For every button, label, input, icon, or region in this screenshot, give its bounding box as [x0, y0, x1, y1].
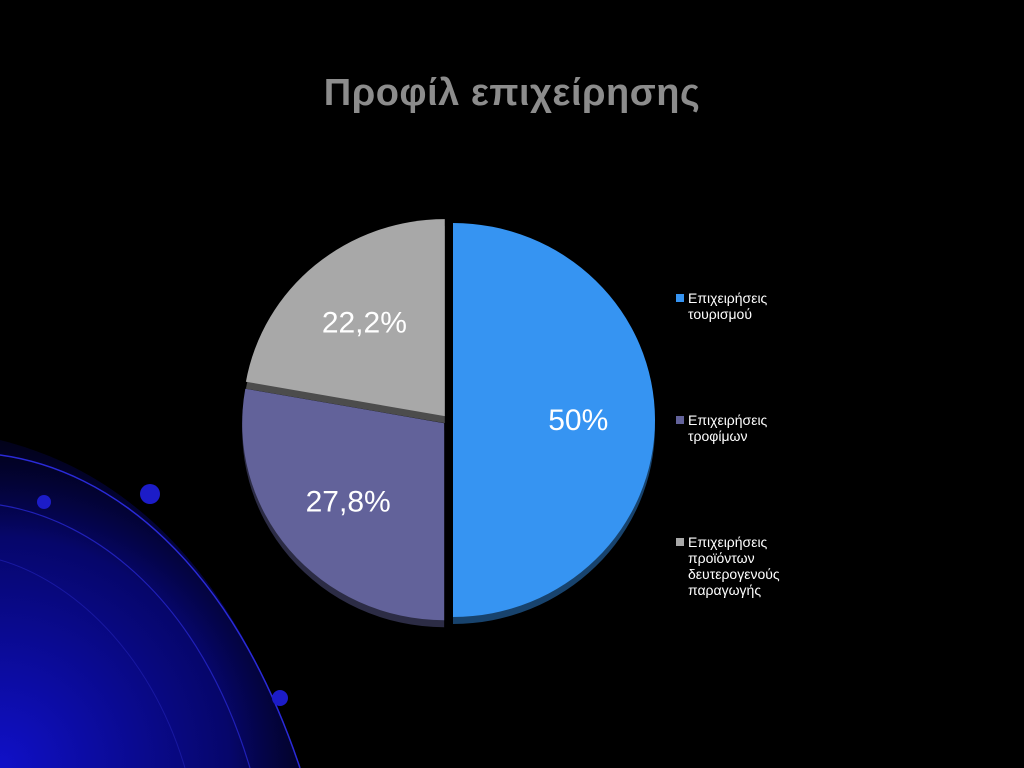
pie-data-label: 27,8% — [306, 486, 391, 519]
orbit-dot — [37, 495, 51, 509]
legend-swatch — [676, 294, 684, 302]
pie-slice[interactable] — [242, 388, 445, 621]
pie-data-label: 22,2% — [322, 307, 407, 340]
legend-item[interactable]: Επιχειρήσεις προϊόντων δευτερογενούς παρ… — [676, 534, 780, 598]
slide-title: Προφίλ επιχείρησης — [323, 72, 701, 114]
pie-slice[interactable] — [245, 219, 445, 417]
pie-slice[interactable] — [453, 223, 655, 617]
legend-item[interactable]: Επιχειρήσεις τουρισμού — [676, 290, 767, 322]
orbit-line — [0, 559, 186, 768]
background-glow — [0, 440, 300, 768]
legend-item[interactable]: Επιχειρήσεις τροφίμων — [676, 412, 767, 444]
pie-data-label: 50% — [548, 404, 608, 437]
legend-swatch — [676, 416, 684, 424]
legend-label: Επιχειρήσεις τουρισμού — [688, 290, 768, 322]
legend-label: Επιχειρήσεις προϊόντων δευτερογενούς παρ… — [688, 534, 780, 598]
orbit-dot — [140, 484, 160, 504]
legend-swatch — [676, 538, 684, 546]
orbit-dot — [272, 690, 288, 706]
orbit-line — [0, 504, 251, 768]
legend-label: Επιχειρήσεις τροφίμων — [688, 412, 768, 444]
orbit-line — [0, 454, 301, 768]
